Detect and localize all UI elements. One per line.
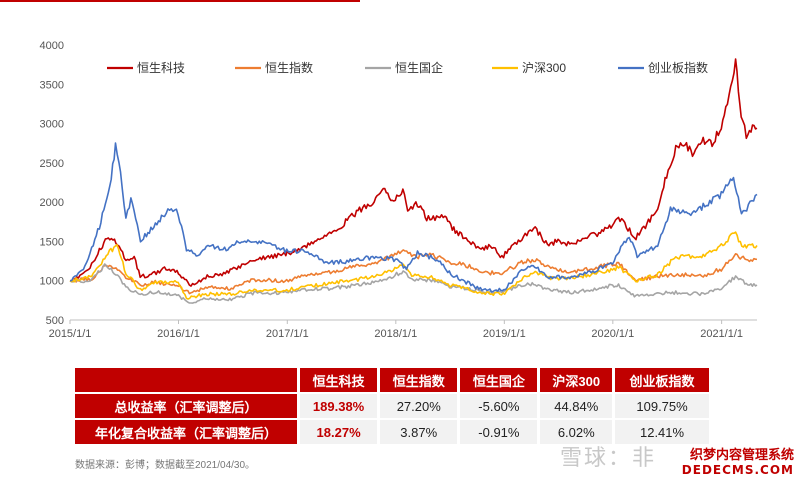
y-tick-label: 3000: [40, 119, 64, 131]
returns-table: 恒生科技 恒生指数 恒生国企 沪深300 创业板指数 总收益率（汇率调整后） 1…: [72, 366, 712, 446]
dedecms-logo: 织梦内容管理系统 DEDECMS.COM: [682, 444, 794, 477]
legend-label: 恒生科技: [137, 61, 185, 75]
source-note: 数据来源：彭博；数据截至2021/04/30。: [75, 460, 256, 471]
table-row: 年化复合收益率（汇率调整后） 18.27% 3.87% -0.91% 6.02%…: [75, 420, 709, 444]
table-cell: -0.91%: [460, 420, 538, 444]
table-cell: -5.60%: [460, 394, 538, 418]
table-cell: 27.20%: [380, 394, 458, 418]
dedecms-logo-line2: DEDECMS.COM: [681, 463, 794, 477]
legend: 恒生科技 恒生指数 恒生国企 沪深300 创业板指数: [107, 60, 708, 75]
table-header-cell: 沪深300: [540, 368, 613, 392]
series-line-3: [69, 231, 758, 300]
x-tick-label: 2021/1/1: [700, 328, 743, 340]
table-cell: 12.41%: [615, 420, 709, 444]
x-tick-label: 2016/1/1: [157, 328, 200, 340]
table-cell: 109.75%: [615, 394, 709, 418]
series-line-2: [69, 263, 758, 304]
x-tick-label: 2015/1/1: [49, 328, 92, 340]
y-tick-label: 3500: [40, 79, 64, 91]
table-cell: 6.02%: [540, 420, 613, 444]
legend-label: 创业板指数: [648, 60, 708, 75]
y-axis: 500 1000 1500 2000 2500 3000 3500 4000: [40, 40, 64, 327]
top-accent-rule: [0, 0, 360, 2]
dedecms-logo-line1: 织梦内容管理系统: [689, 448, 794, 463]
table-cell: 18.27%: [300, 420, 378, 444]
table-cell: 189.38%: [300, 394, 378, 418]
table-header-row: 恒生科技 恒生指数 恒生国企 沪深300 创业板指数: [75, 368, 709, 392]
y-tick-label: 4000: [40, 40, 64, 52]
series-line-4: [70, 142, 758, 293]
x-tick-label: 2018/1/1: [374, 328, 417, 340]
table-header-cell: 恒生科技: [300, 368, 378, 392]
x-tick-label: 2017/1/1: [266, 328, 309, 340]
line-chart: 500 1000 1500 2000 2500 3000 3500 4000 2015/1/1…: [40, 40, 758, 340]
y-tick-label: 1500: [40, 236, 64, 248]
legend-label: 恒生国企: [395, 60, 443, 75]
legend-label: 恒生指数: [265, 60, 313, 75]
x-tick-label: 2019/1/1: [483, 328, 526, 340]
legend-label: 沪深300: [522, 61, 566, 75]
x-tick-label: 2020/1/1: [591, 328, 634, 340]
row-label-annualized-return: 年化复合收益率（汇率调整后）: [75, 420, 297, 444]
table-header-cell: 恒生指数: [380, 368, 458, 392]
series-lines: [69, 58, 758, 304]
y-tick-label: 2000: [40, 197, 64, 209]
table-cell: 44.84%: [540, 394, 613, 418]
y-tick-label: 500: [46, 315, 64, 327]
table-cell: 3.87%: [380, 420, 458, 444]
y-tick-label: 1000: [40, 276, 64, 288]
row-label-total-return: 总收益率（汇率调整后）: [75, 394, 297, 418]
table-header-cell: 创业板指数: [615, 368, 709, 392]
series-line-1: [69, 249, 758, 295]
y-tick-label: 2500: [40, 158, 64, 170]
table-corner-cell: [75, 368, 297, 392]
x-axis: 2015/1/1 2016/1/1 2017/1/1 2018/1/1 2019/1/1…: [49, 319, 757, 340]
table-row: 总收益率（汇率调整后） 189.38% 27.20% -5.60% 44.84%…: [75, 394, 709, 418]
table-header-cell: 恒生国企: [460, 368, 538, 392]
xueqiu-watermark: 雪球：非: [560, 446, 657, 471]
series-line-0: [69, 58, 758, 287]
